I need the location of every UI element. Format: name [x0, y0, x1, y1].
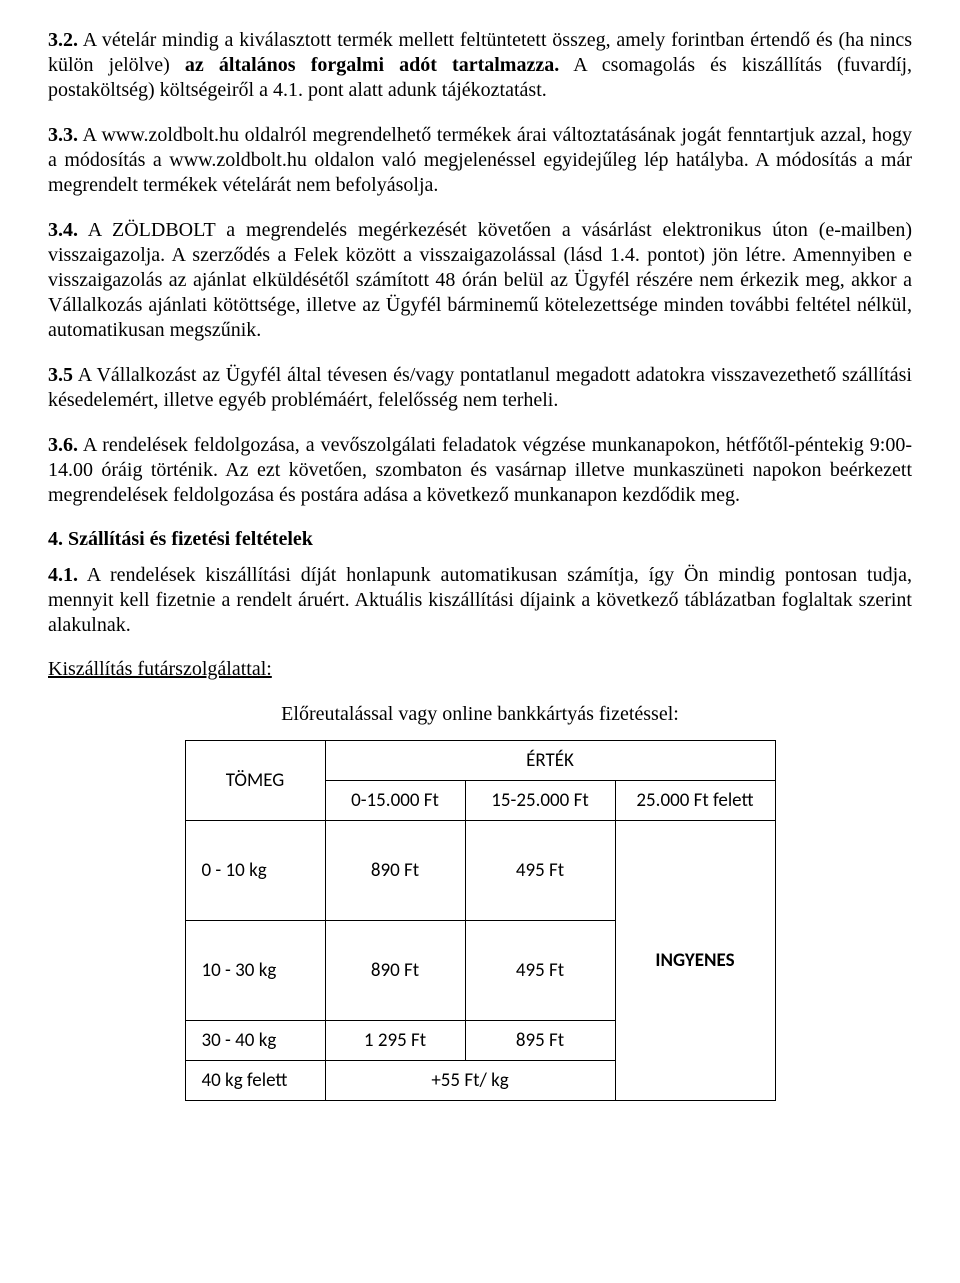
header-value: ÉRTÉK	[325, 741, 775, 781]
cell-value: 895 Ft	[465, 1021, 615, 1061]
shipping-table-caption: Előreutalással vagy online bankkártyás f…	[48, 703, 912, 726]
para-text: A ZÖLDBOLT a megrendelés megérkezését kö…	[48, 219, 912, 341]
para-text: A www.zoldbolt.hu oldalról megrendelhető…	[48, 124, 912, 196]
paragraph-3-3: 3.3. A www.zoldbolt.hu oldalról megrende…	[48, 123, 912, 198]
cell-value: 1 295 Ft	[325, 1021, 465, 1061]
para-number: 3.4.	[48, 219, 78, 241]
cell-value: +55 Ft/ kg	[325, 1061, 615, 1101]
cell-value: 495 Ft	[465, 921, 615, 1021]
cell-value: 495 Ft	[465, 821, 615, 921]
cell-weight: 0 - 10 kg	[185, 821, 325, 921]
paragraph-3-5: 3.5 A Vállalkozást az Ügyfél által téves…	[48, 363, 912, 413]
header-col2: 15-25.000 Ft	[465, 781, 615, 821]
para-number: 3.6.	[48, 434, 78, 456]
cell-free: INGYENES	[615, 821, 775, 1101]
cell-weight: 10 - 30 kg	[185, 921, 325, 1021]
paragraph-3-2: 3.2. A vételár mindig a kiválasztott ter…	[48, 28, 912, 103]
para-text: A rendelések feldolgozása, a vevőszolgál…	[48, 434, 912, 506]
table-header-row: TÖMEG ÉRTÉK	[185, 741, 775, 781]
para-text: A rendelések kiszállítási díját honlapun…	[48, 564, 912, 636]
cell-weight: 30 - 40 kg	[185, 1021, 325, 1061]
paragraph-3-4: 3.4. A ZÖLDBOLT a megrendelés megérkezés…	[48, 218, 912, 343]
para-text: A Vállalkozást az Ügyfél által tévesen é…	[48, 364, 912, 411]
header-weight: TÖMEG	[185, 741, 325, 821]
cell-value: 890 Ft	[325, 821, 465, 921]
paragraph-3-6: 3.6. A rendelések feldolgozása, a vevősz…	[48, 433, 912, 508]
para-text-bold: az általános forgalmi adót tartalmazza.	[185, 54, 559, 76]
shipping-subheading: Kiszállítás futárszolgálattal:	[48, 658, 912, 681]
para-number: 3.2.	[48, 29, 78, 51]
header-col3: 25.000 Ft felett	[615, 781, 775, 821]
table-row: 0 - 10 kg 890 Ft 495 Ft INGYENES	[185, 821, 775, 921]
header-col1: 0-15.000 Ft	[325, 781, 465, 821]
para-number: 3.3.	[48, 124, 78, 146]
paragraph-4-1: 4.1. A rendelések kiszállítási díját hon…	[48, 563, 912, 638]
cell-weight: 40 kg felett	[185, 1061, 325, 1101]
cell-value: 890 Ft	[325, 921, 465, 1021]
section-4-title: 4. Szállítási és fizetési feltételek	[48, 528, 912, 551]
shipping-table: TÖMEG ÉRTÉK 0-15.000 Ft 15-25.000 Ft 25.…	[185, 740, 776, 1101]
para-number: 3.5	[48, 364, 73, 386]
para-number: 4.1.	[48, 564, 78, 586]
